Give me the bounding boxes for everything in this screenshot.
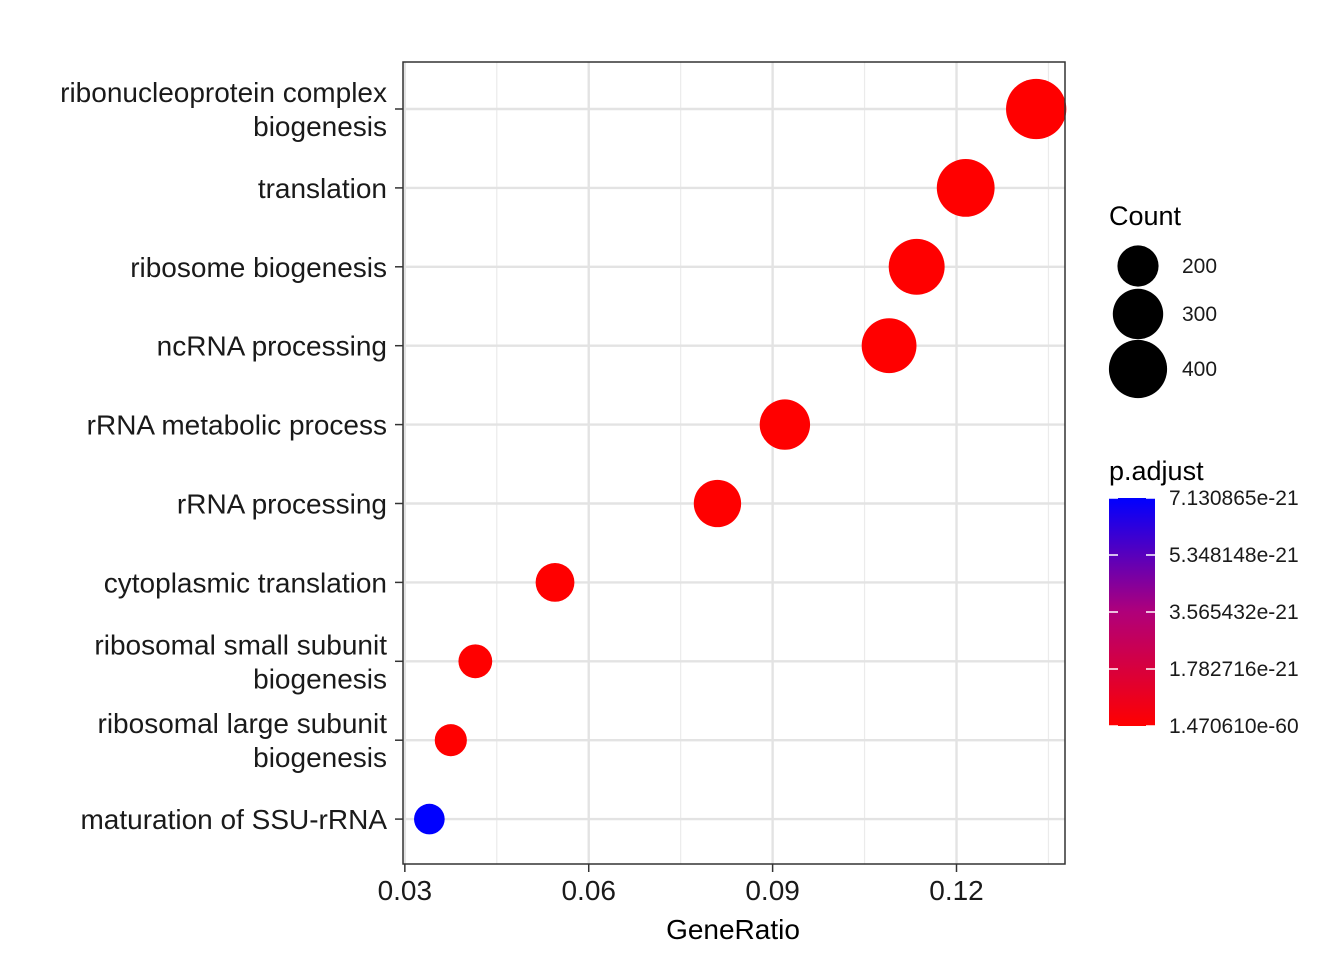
y-tick-label: maturation of SSU-rRNA: [80, 804, 387, 835]
x-tick-label: 0.12: [929, 875, 984, 906]
size-legend-label: 200: [1182, 255, 1217, 278]
point-ribosomal-small-subunit-biogenesis: [458, 644, 493, 679]
color-legend: p.adjust 7.130865e-21 5.348148e-21 3.56543…: [1109, 456, 1299, 738]
x-tick-label: 0.03: [378, 875, 433, 906]
point-rrna-processing: [693, 479, 742, 528]
y-axis: ribonucleoprotein complex biogenesis trans…: [60, 77, 403, 835]
y-tick-label: rRNA processing: [177, 489, 387, 520]
point-maturation-of-ssu-rrna: [414, 803, 445, 835]
point-ribonucleoprotein-complex-biogenesis: [1006, 78, 1067, 140]
point-rrna-metabolic-process: [759, 399, 811, 450]
color-legend-title: p.adjust: [1109, 456, 1204, 486]
point-ribosomal-large-subunit-biogenesis: [434, 724, 467, 757]
y-tick-label: ribosome biogenesis: [130, 252, 387, 283]
point-ncrna-processing: [861, 318, 917, 374]
color-legend-label: 5.348148e-21: [1169, 544, 1299, 567]
size-legend-label: 400: [1182, 358, 1217, 381]
point-cytoplasmic-translation: [535, 562, 575, 602]
color-legend-label: 3.565432e-21: [1169, 601, 1299, 624]
color-legend-label: 1.782716e-21: [1169, 658, 1299, 681]
x-tick-label: 0.06: [561, 875, 616, 906]
x-axis-title: GeneRatio: [666, 914, 800, 945]
x-tick-label: 0.09: [745, 875, 800, 906]
y-tick-label: cytoplasmic translation: [104, 567, 387, 598]
y-tick-label: ribosomal small subunit biogenesis: [94, 629, 387, 694]
point-translation: [936, 158, 995, 217]
size-legend-key: [1112, 288, 1164, 340]
size-legend: Count 200 300 400: [1108, 201, 1217, 399]
data-points: [414, 78, 1067, 835]
panel-border: [402, 61, 1066, 865]
size-legend-key: [1117, 245, 1159, 287]
color-legend-label: 7.130865e-21: [1169, 487, 1299, 510]
x-axis: 0.03 0.06 0.09 0.12: [378, 864, 984, 906]
point-ribosome-biogenesis: [888, 238, 945, 295]
y-tick-label: rRNA metabolic process: [87, 410, 387, 441]
size-legend-label: 300: [1182, 303, 1217, 326]
size-legend-key: [1108, 339, 1168, 399]
y-tick-label: translation: [258, 173, 387, 204]
color-legend-label: 1.470610e-60: [1169, 715, 1299, 738]
size-legend-title: Count: [1109, 201, 1182, 231]
y-tick-label: ncRNA processing: [157, 331, 387, 362]
y-tick-label: ribosomal large subunit biogenesis: [98, 708, 388, 773]
y-tick-label: ribonucleoprotein complex biogenesis: [60, 77, 387, 142]
